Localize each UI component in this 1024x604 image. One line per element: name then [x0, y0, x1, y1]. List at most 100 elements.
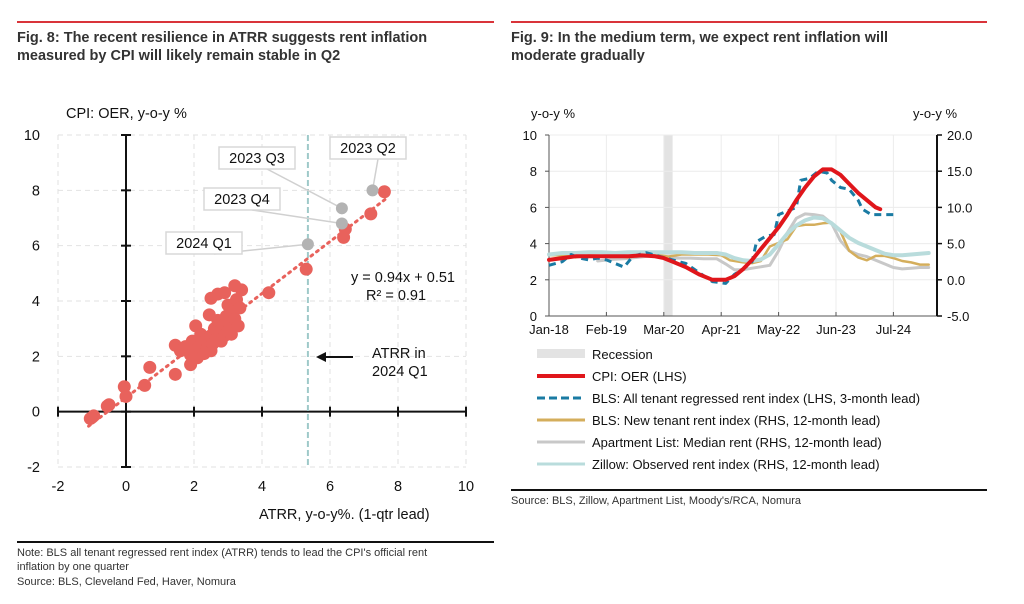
y-tick-label: 4	[32, 294, 40, 310]
fig8-notes: Note: BLS all tenant regressed rent inde…	[17, 546, 427, 589]
line-chart: 0 2 4 6 8 10 -5.0 0.0 5.0 10.0 15.0 20.0 Jan-18 Feb-1…	[523, 106, 973, 472]
arrow-left-icon	[316, 352, 353, 362]
annotation-box	[165, 231, 243, 255]
annotation-leader	[266, 168, 343, 209]
x-tick-label: 0	[122, 479, 130, 495]
right-tick-label: 5.0	[947, 237, 965, 252]
scatter-point	[299, 262, 313, 276]
left-tick-label: 0	[530, 309, 537, 324]
highlight-point	[366, 184, 379, 197]
legend: Recession CPI: OER (LHS) BLS: All tenant r…	[537, 347, 920, 472]
recession-band	[663, 135, 673, 316]
right-tick-label: 15.0	[947, 164, 972, 179]
x-tick-label: 2	[190, 479, 198, 495]
series-line-0	[547, 167, 883, 282]
legend-label: Apartment List: Median rent (RHS, 12-mon…	[592, 435, 882, 450]
scatter-point	[218, 286, 232, 300]
x-tick-label: -2	[52, 479, 65, 495]
left-footer-rule	[17, 541, 494, 543]
scatter-point	[117, 380, 131, 394]
fig8-title: Fig. 8: The recent resilience in ATRR su…	[17, 29, 427, 65]
left-tick-label: 4	[530, 237, 537, 252]
scatter-point	[87, 409, 101, 423]
scatter-point	[168, 367, 182, 381]
left-tick-label: 6	[530, 200, 537, 215]
x-tick-label: Jul-24	[876, 322, 911, 337]
right-tick-label: 0.0	[947, 273, 965, 288]
right-tick-label: 10.0	[947, 200, 972, 215]
scatter-point	[233, 301, 247, 315]
left-tick-label: 2	[530, 273, 537, 288]
x-tick-label: 4	[258, 479, 266, 495]
scatter-point	[102, 398, 116, 412]
x-tick-label: 8	[394, 479, 402, 495]
scatter-point	[138, 378, 152, 392]
x-tick-label: 6	[326, 479, 334, 495]
right-axis-title: y-o-y %	[913, 106, 958, 121]
x-tick-label: Jan-18	[529, 322, 569, 337]
y-tick-label: 0	[32, 405, 40, 421]
line-axes: 0 2 4 6 8 10 -5.0 0.0 5.0 10.0 15.0 20.0 Jan-18 Feb-1…	[523, 128, 973, 337]
legend-label-recession: Recession	[592, 347, 653, 362]
annotation-box	[203, 187, 281, 211]
fig9-title-line1: Fig. 9: In the medium term, we expect re…	[511, 30, 889, 46]
x-tick-label: 10	[458, 479, 474, 495]
fig8-title-line2: measured by CPI will likely remain stabl…	[17, 48, 341, 64]
series-line-4	[547, 215, 931, 263]
reference-label-line1: ATRR in	[372, 346, 426, 362]
annotation-box	[218, 146, 296, 170]
x-tick-label: Jun-23	[816, 322, 856, 337]
legend-label: Zillow: Observed rent index (RHS, 12-mon…	[592, 457, 880, 472]
scatter-point	[228, 279, 242, 293]
highlight-point	[335, 202, 348, 215]
scatter-point	[231, 319, 245, 333]
scatter-axes: -2 0 2 4 6 8 10 -2 0 2 4 6 8 10	[24, 128, 474, 495]
legend-swatch-recession	[537, 349, 585, 358]
fig9-source: Source: BLS, Zillow, Apartment List, Moo…	[511, 495, 802, 507]
left-tick-label: 10	[523, 128, 537, 143]
fig8-source: Source: BLS, Cleveland Fed, Haver, Nomur…	[17, 576, 236, 588]
scatter-point	[143, 360, 157, 374]
y-tick-label: 6	[32, 239, 40, 255]
scatter-point	[364, 207, 378, 221]
left-tick-label: 8	[530, 164, 537, 179]
trendline-r2: R² = 0.91	[366, 288, 426, 304]
scatter-points	[83, 185, 391, 426]
line-grid	[549, 134, 937, 316]
right-tick-label: -5.0	[947, 309, 969, 324]
fig8-note-line1: Note: BLS all tenant regressed rent inde…	[17, 547, 428, 559]
scatter-point	[262, 286, 276, 300]
legend-label: BLS: New tenant rent index (RHS, 12-mont…	[592, 413, 880, 428]
scatter-point	[119, 389, 133, 403]
trendline-equation: y = 0.94x + 0.51	[351, 270, 455, 286]
scatter-chart: -2 0 2 4 6 8 10 -2 0 2 4 6 8 10 2023 Q2 2023 Q3 2023 Q4…	[24, 106, 474, 523]
reference-label-line2: 2024 Q1	[372, 364, 428, 380]
series-line-1	[548, 169, 894, 285]
line-series	[547, 167, 931, 285]
y-tick-label: -2	[27, 460, 40, 476]
x-tick-label: Feb-19	[586, 322, 627, 337]
annotation-label: 2023 Q3	[229, 151, 285, 167]
y-tick-label: 2	[32, 349, 40, 365]
fig8-title-line1: Fig. 8: The recent resilience in ATRR su…	[17, 30, 428, 46]
x-tick-label: May-22	[757, 322, 800, 337]
right-footer-rule	[511, 489, 987, 491]
right-tick-label: 20.0	[947, 128, 972, 143]
y-tick-label: 8	[32, 183, 40, 199]
annotation-label: 2023 Q4	[214, 192, 270, 208]
x-tick-label: Mar-20	[643, 322, 684, 337]
series-line-3	[596, 212, 931, 272]
annotation-label: 2023 Q2	[340, 141, 396, 157]
x-tick-label: Apr-21	[702, 322, 741, 337]
legend-label: CPI: OER (LHS)	[592, 369, 687, 384]
fig8-note-line2: inflation by one quarter	[17, 561, 129, 573]
annotation-leader	[251, 209, 343, 225]
right-title-rule	[511, 21, 987, 23]
highlight-point	[301, 238, 314, 251]
scatter-point	[377, 185, 391, 199]
scatter-annotations: 2023 Q2 2023 Q3 2023 Q4 2024 Q1	[165, 136, 407, 255]
scatter-x-axis-title: ATRR, y-o-y%. (1-qtr lead)	[259, 507, 430, 523]
fig9-title: Fig. 9: In the medium term, we expect re…	[511, 29, 888, 65]
annotation-box	[329, 136, 407, 160]
highlight-point	[335, 217, 348, 230]
